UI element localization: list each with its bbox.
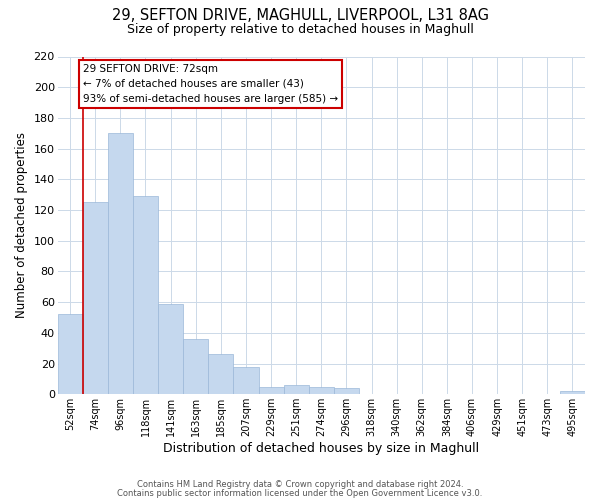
Bar xyxy=(108,134,133,394)
Bar xyxy=(259,386,284,394)
Text: Contains public sector information licensed under the Open Government Licence v3: Contains public sector information licen… xyxy=(118,489,482,498)
Bar xyxy=(208,354,233,395)
Bar xyxy=(233,366,259,394)
X-axis label: Distribution of detached houses by size in Maghull: Distribution of detached houses by size … xyxy=(163,442,479,455)
Text: Size of property relative to detached houses in Maghull: Size of property relative to detached ho… xyxy=(127,22,473,36)
Bar xyxy=(284,385,309,394)
Bar xyxy=(133,196,158,394)
Y-axis label: Number of detached properties: Number of detached properties xyxy=(15,132,28,318)
Bar xyxy=(309,386,334,394)
Bar xyxy=(183,339,208,394)
Text: 29, SEFTON DRIVE, MAGHULL, LIVERPOOL, L31 8AG: 29, SEFTON DRIVE, MAGHULL, LIVERPOOL, L3… xyxy=(112,8,488,22)
Bar xyxy=(560,391,585,394)
Bar xyxy=(158,304,183,394)
Text: Contains HM Land Registry data © Crown copyright and database right 2024.: Contains HM Land Registry data © Crown c… xyxy=(137,480,463,489)
Bar xyxy=(334,388,359,394)
Bar xyxy=(58,314,83,394)
Bar xyxy=(83,202,108,394)
Text: 29 SEFTON DRIVE: 72sqm
← 7% of detached houses are smaller (43)
93% of semi-deta: 29 SEFTON DRIVE: 72sqm ← 7% of detached … xyxy=(83,64,338,104)
